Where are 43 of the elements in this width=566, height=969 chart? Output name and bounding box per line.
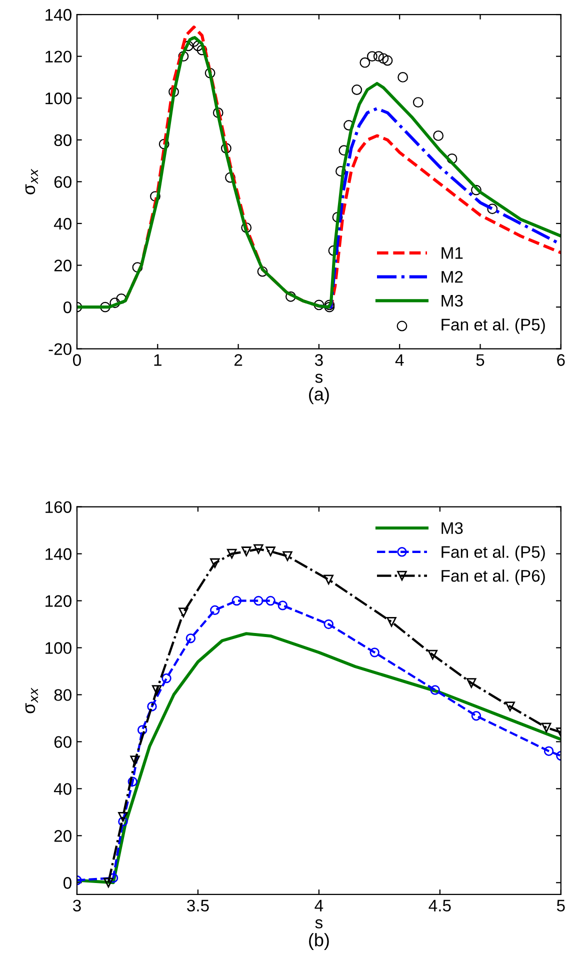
legend-label: M3 xyxy=(442,294,463,307)
x-tick-label: 3 xyxy=(314,354,323,366)
x-tick-label: 5 xyxy=(556,900,565,912)
y-tick-label: -20 xyxy=(48,343,72,356)
y-tick-label: 100 xyxy=(46,92,72,104)
y-tick-label: 100 xyxy=(46,642,72,654)
y-tick-label: 80 xyxy=(54,134,72,146)
x-tick-label: 6 xyxy=(557,354,565,366)
x-tick-label: 4 xyxy=(395,354,404,366)
text: (b) xyxy=(309,933,329,950)
y-tick-label: 20 xyxy=(54,260,72,272)
x-tick-label: 0 xyxy=(72,354,81,366)
y-tick-label: 140 xyxy=(46,8,72,21)
y-axis-title: σ$_{xx}$ xyxy=(25,168,38,194)
legend-label: M2 xyxy=(442,271,463,283)
y-tick-label: 20 xyxy=(54,830,72,842)
y-tick-label: 120 xyxy=(46,595,72,607)
text: (a) xyxy=(309,387,329,404)
x-tick-label: 1 xyxy=(154,354,162,366)
legend-label: Fan et al. (P5) xyxy=(442,546,545,562)
y-tick-label: 120 xyxy=(46,50,72,63)
y-axis-title: σ$_{xx}$ xyxy=(25,688,38,714)
x-tick-label: 4.5 xyxy=(428,900,451,912)
y-tick-label: 0 xyxy=(64,877,72,889)
legend-label: Fan et al. (P5) xyxy=(442,318,545,334)
y-tick-label: 0 xyxy=(64,301,72,314)
legend-label: M3 xyxy=(442,522,463,534)
x-axis-title: s xyxy=(315,919,323,928)
y-tick-label: 40 xyxy=(54,783,72,795)
y-tick-label: 40 xyxy=(54,218,72,230)
y-tick-label: 80 xyxy=(54,689,72,701)
y-tick-label: 160 xyxy=(46,501,72,513)
y-tick-label: 140 xyxy=(46,548,72,560)
x-tick-label: 5 xyxy=(476,354,484,366)
legend-label: M1 xyxy=(442,247,463,259)
x-tick-label: 4 xyxy=(314,900,324,912)
legend-label: Fan et al. (P6) xyxy=(442,570,545,586)
y-tick-label: 60 xyxy=(54,736,72,748)
x-axis-title: s xyxy=(315,374,323,383)
x-tick-label: 3 xyxy=(72,900,81,912)
y-tick-label: 60 xyxy=(54,176,72,188)
x-tick-label: 3.5 xyxy=(187,900,209,912)
x-tick-label: 2 xyxy=(234,354,242,366)
